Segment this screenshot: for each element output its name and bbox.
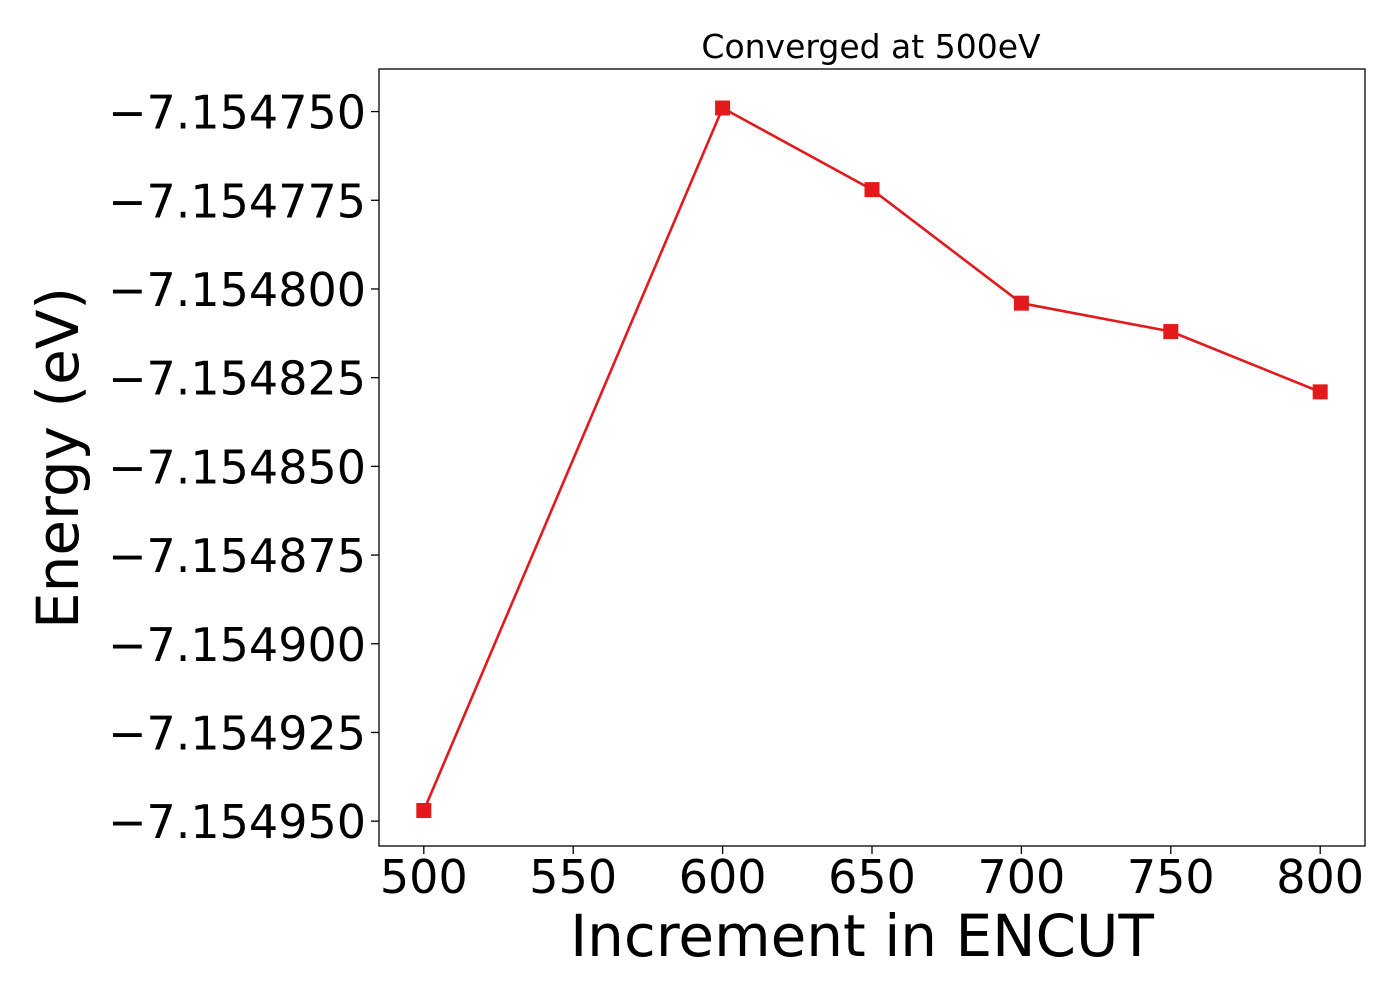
x-tick-label: 750 [1127,850,1215,904]
x-tick-label: 500 [380,850,468,904]
data-point-marker [715,100,731,116]
x-tick-label: 650 [828,850,916,904]
x-tick-label: 700 [977,850,1065,904]
x-axis: 500 550 600 650 700 750 800 [380,846,1364,904]
y-tick-label: −7.154900 [108,618,366,672]
data-point-marker [864,182,880,198]
y-tick-label: −7.154875 [108,529,366,583]
x-tick-label: 550 [529,850,617,904]
data-point-marker [1163,324,1179,340]
x-tick-label: 800 [1276,850,1364,904]
data-point-marker [1312,384,1328,400]
data-point-marker [1013,295,1029,311]
y-tick-label: −7.154950 [108,795,366,849]
y-tick-label: −7.154825 [108,352,366,406]
data-point-marker [416,803,432,819]
y-tick-label: −7.154850 [108,440,366,494]
y-tick-label: −7.154800 [108,263,366,317]
x-tick-label: 600 [679,850,767,904]
chart-title: Converged at 500eV [701,27,1041,66]
y-axis: −7.154750 −7.154775 −7.154800 −7.154825 −7.1… [108,86,379,849]
y-axis-label: Energy (eV) [24,287,92,629]
series-layer [416,100,1328,819]
y-tick-label: −7.154925 [108,706,366,760]
y-tick-label: −7.154775 [108,174,366,228]
series-line [422,106,1321,812]
y-tick-label: −7.154750 [108,86,366,140]
x-axis-label: Increment in ENCUT [570,902,1154,970]
